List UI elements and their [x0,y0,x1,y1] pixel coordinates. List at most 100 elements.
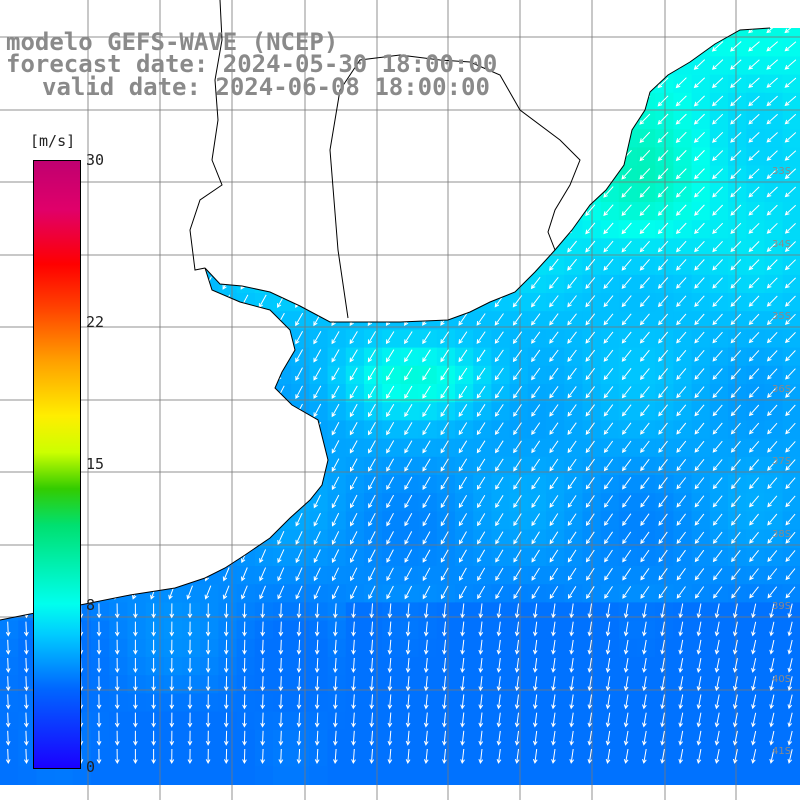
wind-arrow [23,621,29,637]
wind-speed-cell [491,183,511,203]
wind-speed-cell [527,256,547,276]
wind-arrow [585,186,596,198]
wind-arrow [567,276,577,290]
wind-arrow [385,240,395,254]
wind-speed-cell [764,92,784,112]
wind-arrow [711,22,724,34]
wind-arrow [785,586,796,599]
wind-arrow [642,712,647,728]
wind-speed-cell [691,183,711,203]
wind-arrow [114,603,120,619]
wind-arrow [512,40,523,53]
wind-arrow [442,730,447,746]
wind-arrow [187,657,193,674]
wind-arrow [458,385,468,399]
wind-arrow [403,258,413,272]
wind-speed-cell [200,748,219,767]
wind-arrow [258,258,267,272]
wind-speed-cell [782,766,800,785]
wind-arrow [460,712,465,728]
wind-speed-cell [509,238,529,258]
wind-arrow [476,222,486,235]
wind-speed-cell [782,748,800,767]
wind-arrow [730,150,742,162]
wind-speed-cell [382,347,401,367]
wind-speed-cell [327,675,347,694]
wind-arrow [386,385,395,399]
wind-arrow [294,167,304,181]
wind-speed-cell [728,274,747,294]
wind-arrow [678,712,684,728]
wind-speed-cell [691,620,711,640]
wind-arrow [349,440,358,454]
wind-speed-cell [746,657,765,676]
wind-speed-cell [691,92,711,112]
wind-arrow [4,221,12,236]
wind-speed-cell [273,566,292,585]
wind-arrow [367,331,377,345]
wind-speed-cell [273,620,292,640]
wind-arrow [458,404,468,417]
wind-arrow [514,603,520,619]
wind-arrow [5,639,11,655]
wind-speed-cell [127,638,147,658]
wind-speed-cell [345,529,365,549]
wind-speed-cell [327,584,347,603]
wind-arrow [766,150,778,161]
wind-speed-cell [91,293,110,312]
wind-arrow [149,276,158,291]
wind-arrow [603,477,614,490]
wind-arrow [314,621,320,637]
wind-arrow [422,294,431,308]
wind-speed-cell [436,638,456,658]
wind-arrow [131,167,140,181]
wind-arrow [660,749,665,764]
wind-arrow [460,694,465,710]
wind-arrow [277,421,285,436]
wind-speed-cell [218,438,238,458]
wind-speed-cell [418,329,438,349]
wind-speed-cell [436,675,456,694]
wind-speed-cell [564,456,583,476]
wind-arrow [458,295,468,308]
wind-speed-cell [345,584,365,603]
wind-arrow [531,404,541,417]
wind-speed-cell [309,111,329,130]
wind-speed-cell [782,402,800,421]
wind-arrow [478,657,484,674]
wind-speed-cell [637,638,656,658]
wind-arrow [602,40,614,52]
wind-speed-cell [163,456,183,476]
wind-arrow [530,167,541,180]
wind-arrow [730,59,742,70]
wind-arrow [567,204,578,217]
wind-arrow [331,585,340,600]
wind-speed-cell [182,766,201,785]
wind-arrow [385,149,395,162]
wind-speed-cell [163,620,183,640]
wind-speed-cell [546,748,565,767]
wind-arrow [331,276,340,290]
wind-arrow [440,549,449,563]
wind-speed-cell [728,183,747,203]
wind-speed-cell [637,129,656,148]
wind-speed-cell [163,365,183,385]
wind-arrow [494,131,505,144]
wind-speed-cell [418,20,438,39]
wind-arrow [186,294,194,309]
wind-speed-cell [236,620,256,640]
wind-arrow [748,132,760,143]
wind-speed-cell [145,329,165,349]
wind-speed-cell [436,274,456,294]
wind-speed-cell [637,256,656,276]
wind-arrow [478,676,484,692]
wind-arrow [730,386,741,399]
wind-speed-cell [600,420,620,440]
wind-speed-cell [546,365,565,385]
wind-speed-cell [418,711,438,731]
wind-arrow [242,712,247,728]
wind-speed-cell [400,147,420,167]
wind-speed-cell [200,202,219,221]
wind-arrow [204,330,212,345]
